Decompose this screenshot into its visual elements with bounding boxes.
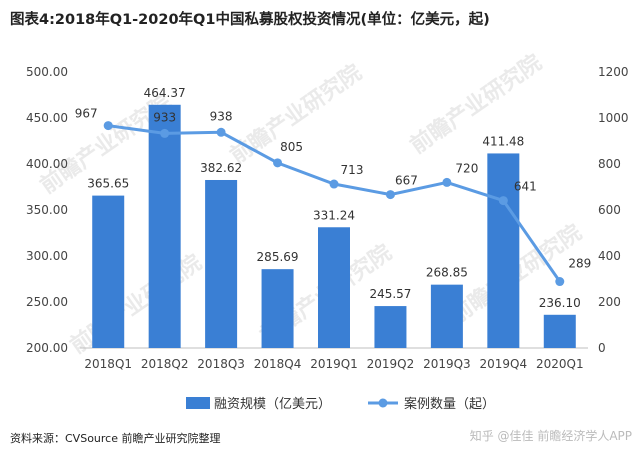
left-tick-label: 450.00 bbox=[26, 111, 68, 125]
line-point bbox=[555, 277, 565, 287]
left-tick-label: 350.00 bbox=[26, 203, 68, 217]
bar bbox=[374, 306, 407, 348]
x-axis-tick-labels: 2018Q1 2018Q2 2018Q3 2018Q4 2019Q1 2019Q2 2019… bbox=[84, 357, 583, 371]
chart-title: 图表4:2018年Q1-2020年Q1中国私募股权投资情况(单位：亿美元，起) bbox=[10, 12, 490, 28]
right-tick-label: 800 bbox=[598, 157, 621, 171]
right-tick-label: 0 bbox=[598, 341, 606, 355]
legend-label-bar: 融资规模（亿美元） bbox=[214, 397, 331, 412]
line-point bbox=[329, 179, 339, 189]
line-point bbox=[160, 128, 170, 138]
bar-data-label: 464.37 bbox=[144, 86, 186, 100]
x-tick-label: 2018Q3 bbox=[197, 357, 245, 371]
bar bbox=[261, 269, 294, 348]
line-point bbox=[385, 190, 395, 200]
right-tick-label: 400 bbox=[598, 249, 621, 263]
legend: 融资规模（亿美元） 案例数量（起） bbox=[186, 397, 495, 412]
legend-swatch-bar bbox=[186, 397, 210, 409]
bar bbox=[205, 179, 238, 348]
left-tick-label: 300.00 bbox=[26, 249, 68, 263]
x-tick-label: 2018Q2 bbox=[141, 357, 189, 371]
bar bbox=[487, 153, 520, 348]
bar-data-label: 331.24 bbox=[313, 208, 355, 222]
right-tick-label: 200 bbox=[598, 295, 621, 309]
watermark-text: 前瞻产业研究院 bbox=[65, 249, 206, 359]
bar bbox=[92, 195, 125, 348]
bar-data-label: 285.69 bbox=[257, 250, 299, 264]
left-tick-label: 400.00 bbox=[26, 157, 68, 171]
line-point bbox=[498, 196, 508, 206]
left-tick-label: 200.00 bbox=[26, 341, 68, 355]
line-data-label: 641 bbox=[514, 180, 537, 194]
bar-data-label: 268.85 bbox=[426, 266, 468, 280]
bar-data-label: 236.10 bbox=[539, 296, 581, 310]
line-data-label: 967 bbox=[75, 107, 98, 121]
line-data-labels: 967 933 938 805 713 667 720 641 289 bbox=[75, 107, 591, 271]
right-tick-label: 600 bbox=[598, 203, 621, 217]
bar-data-label: 245.57 bbox=[369, 287, 411, 301]
right-tick-label: 1200 bbox=[598, 65, 629, 79]
bar bbox=[318, 227, 350, 348]
bar-data-label: 382.62 bbox=[200, 161, 242, 175]
x-tick-label: 2019Q2 bbox=[367, 357, 415, 371]
watermark-text: 前瞻产业研究院 bbox=[405, 49, 546, 159]
line-data-label: 805 bbox=[280, 140, 303, 154]
line-data-label: 289 bbox=[568, 257, 591, 271]
watermark-credit: 知乎 @佳佳 前瞻经济学人APP bbox=[469, 429, 632, 443]
x-tick-label: 2018Q1 bbox=[84, 357, 132, 371]
right-tick-label: 1000 bbox=[598, 111, 629, 125]
left-axis: 200.00 250.00 300.00 350.00 400.00 450.00 500.… bbox=[26, 65, 68, 355]
source-note: 资料来源：CVSource 前瞻产业研究院整理 bbox=[10, 432, 221, 445]
bar bbox=[148, 104, 181, 348]
bar-data-label: 411.48 bbox=[482, 134, 524, 148]
line-point bbox=[216, 127, 226, 137]
x-tick-label: 2019Q1 bbox=[310, 357, 358, 371]
bar bbox=[543, 314, 576, 348]
bar-series bbox=[92, 104, 576, 348]
line-data-label: 938 bbox=[210, 109, 233, 123]
x-tick-label: 2018Q4 bbox=[254, 357, 302, 371]
x-tick-label: 2020Q1 bbox=[536, 357, 584, 371]
line-data-label: 720 bbox=[455, 161, 478, 175]
line-data-label: 713 bbox=[341, 163, 364, 177]
right-axis: 0 200 400 600 800 1000 1200 bbox=[598, 65, 629, 355]
line-series bbox=[103, 121, 565, 287]
line-data-label: 667 bbox=[395, 174, 418, 188]
line-point bbox=[103, 121, 113, 131]
legend-swatch-marker bbox=[378, 398, 388, 408]
line-point bbox=[273, 158, 283, 168]
legend-label-line: 案例数量（起） bbox=[404, 397, 495, 412]
left-tick-label: 500.00 bbox=[26, 65, 68, 79]
line-data-label: 933 bbox=[153, 110, 176, 124]
bar bbox=[430, 284, 463, 348]
x-tick-label: 2019Q3 bbox=[423, 357, 471, 371]
bar-data-labels: 365.65 464.37 382.62 285.69 331.24 245.57 268.… bbox=[87, 86, 581, 310]
bar-data-label: 365.65 bbox=[87, 177, 129, 191]
line-point bbox=[442, 177, 452, 187]
left-tick-label: 250.00 bbox=[26, 295, 68, 309]
x-tick-label: 2019Q4 bbox=[480, 357, 528, 371]
